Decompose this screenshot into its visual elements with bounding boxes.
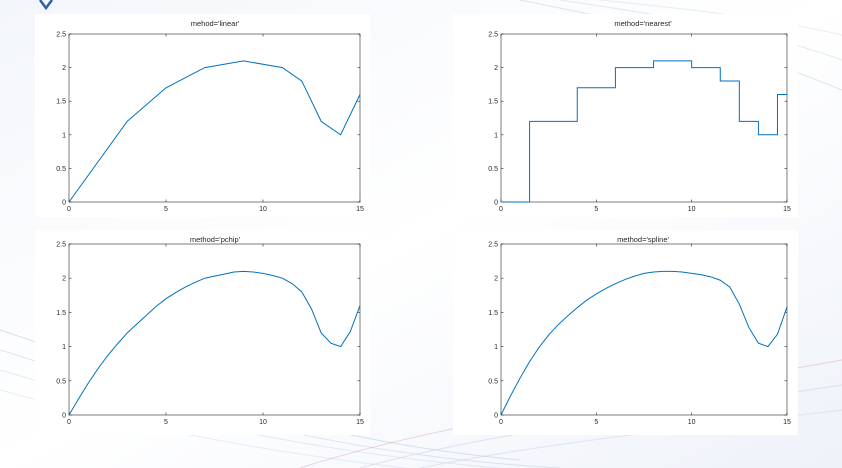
- y-tick-label: 0: [494, 200, 498, 207]
- x-tick-label: 0: [499, 419, 503, 426]
- y-tick-label: 0.5: [488, 378, 498, 385]
- x-tick-label: 15: [356, 206, 364, 213]
- x-tick-label: 15: [783, 206, 791, 213]
- y-tick-label: 2.5: [488, 242, 498, 249]
- plot-area: [500, 33, 788, 203]
- y-tick-label: 0: [62, 200, 66, 207]
- x-tick-label: 10: [688, 419, 696, 426]
- series-line: [68, 270, 361, 416]
- x-tick-label: 5: [164, 206, 168, 213]
- corner-logo-mark: [39, 0, 53, 11]
- y-tick-label: 0.5: [56, 378, 66, 385]
- x-tick-label: 0: [67, 419, 71, 426]
- chart-nearest: method='nearest' 0 5 10 15 0 0.5 1 1.5 2 2.5: [488, 19, 791, 213]
- subplot-spline: method='spline' 0 5 10 15 0 0.5 1 1.5 2 2.5: [453, 230, 798, 435]
- x-tick-label: 5: [164, 419, 168, 426]
- y-tick-label: 2.5: [488, 32, 498, 39]
- chart-pchip: method='pchip' 0 5 10 15 0 0.5 1 1.5 2 2.5: [56, 235, 364, 426]
- y-tick-label: 2: [62, 276, 66, 283]
- subplot-nearest: method='nearest' 0 5 10 15 0 0.5 1 1.5 2 2.5: [453, 14, 798, 217]
- plot-area: [68, 243, 361, 416]
- y-tick-label: 2: [62, 65, 66, 72]
- y-tick-label: 1.5: [488, 310, 498, 317]
- subplot-linear: mehod='linear' 0 5 10 15 0 0.5 1 1.5 2 2.5: [35, 14, 370, 217]
- x-tick-label: 10: [259, 419, 267, 426]
- chart-title: method='spline': [617, 235, 669, 244]
- chart-title: method='pchip': [190, 235, 241, 244]
- y-tick-label: 1: [62, 132, 66, 139]
- x-tick-label: 15: [356, 419, 364, 426]
- y-tick-label: 2.5: [56, 242, 66, 249]
- chart-title: method='nearest': [614, 19, 672, 28]
- y-tick-label: 1: [494, 132, 498, 139]
- subplot-pchip: method='pchip' 0 5 10 15 0 0.5 1 1.5 2 2.5: [35, 230, 370, 435]
- series-line: [500, 270, 788, 416]
- y-tick-label: 2: [494, 65, 498, 72]
- y-tick-label: 0: [494, 413, 498, 420]
- y-tick-label: 1.5: [56, 99, 66, 106]
- plot-area: [68, 33, 361, 203]
- y-tick-label: 2: [494, 276, 498, 283]
- series-line: [68, 60, 361, 203]
- x-tick-label: 0: [67, 206, 71, 213]
- x-tick-label: 0: [499, 206, 503, 213]
- x-tick-label: 5: [594, 419, 598, 426]
- y-tick-label: 1.5: [488, 99, 498, 106]
- plot-area: [500, 243, 788, 416]
- x-tick-label: 10: [688, 206, 696, 213]
- y-tick-label: 1: [62, 344, 66, 351]
- y-tick-label: 0.5: [56, 166, 66, 173]
- y-tick-label: 2.5: [56, 32, 66, 39]
- y-tick-label: 1.5: [56, 310, 66, 317]
- y-tick-label: 0: [62, 413, 66, 420]
- y-tick-label: 1: [494, 344, 498, 351]
- chart-linear: mehod='linear' 0 5 10 15 0 0.5 1 1.5 2 2.5: [56, 19, 364, 213]
- x-tick-label: 10: [259, 206, 267, 213]
- y-tick-label: 0.5: [488, 166, 498, 173]
- x-tick-label: 5: [594, 206, 598, 213]
- chart-title: mehod='linear': [191, 19, 240, 28]
- x-tick-label: 15: [783, 419, 791, 426]
- series-line: [501, 60, 787, 203]
- chart-spline: method='spline' 0 5 10 15 0 0.5 1 1.5 2 2.5: [488, 235, 791, 426]
